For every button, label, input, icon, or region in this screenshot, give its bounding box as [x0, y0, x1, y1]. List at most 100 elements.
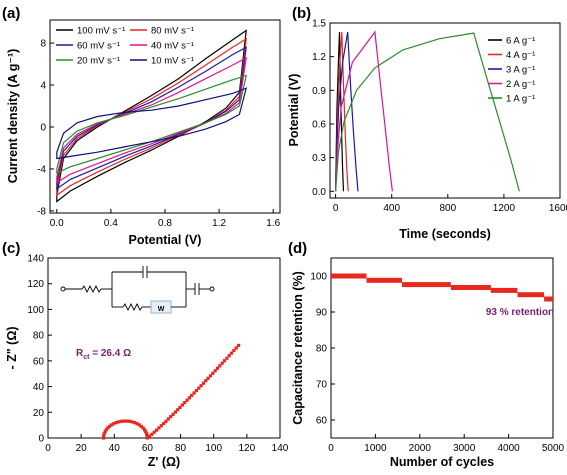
- eis-point: [102, 432, 106, 436]
- eis-point: [229, 351, 234, 355]
- retention-segment-1: [366, 277, 402, 283]
- panel-c-ytick-label: 40: [33, 382, 45, 393]
- eis-point: [194, 389, 198, 393]
- eis-point: [190, 393, 194, 397]
- panel-d-xtick-label: 4000: [497, 443, 520, 454]
- eis-point: [155, 428, 159, 432]
- panel-d-ytick-label: 80: [316, 344, 328, 355]
- eis-point: [135, 422, 139, 426]
- panel-b-ytick-label: 0.6: [312, 119, 326, 130]
- panel-d-ticks: 0 1000 2000 3000 4000 5000 60 70 80 90 100: [310, 272, 564, 455]
- eis-point: [166, 417, 170, 421]
- eis-point: [187, 396, 191, 400]
- retention-segment-5: [517, 292, 545, 298]
- eis-point: [117, 420, 121, 424]
- eis-point: [122, 419, 126, 423]
- legend-label: 6 A g⁻¹: [506, 36, 535, 47]
- gcd-curve-series-3: [335, 30, 393, 192]
- panel-d-ytick-label: 60: [316, 416, 328, 427]
- eis-point: [211, 371, 215, 375]
- eis-point: [171, 412, 175, 416]
- eis-point: [112, 422, 116, 426]
- eis-point: [197, 386, 201, 390]
- panel-b-xlabel: Time (seconds): [399, 227, 490, 241]
- panel-d-xtick-label: 3000: [453, 443, 476, 454]
- eis-point: [173, 410, 177, 414]
- eis-point: [145, 436, 149, 440]
- eis-point: [220, 361, 224, 365]
- eis-point: [150, 432, 154, 436]
- panel-d-xtick-label: 1000: [364, 443, 387, 454]
- panel-c-ytick-label: 100: [27, 305, 44, 316]
- eis-point: [183, 401, 187, 405]
- panel-c-xtick-label: 20: [76, 443, 88, 454]
- eis-point: [180, 403, 184, 407]
- eis-point: [206, 376, 210, 380]
- eis-point: [143, 428, 147, 432]
- panel-a-xtick-label: 0.0: [50, 218, 64, 229]
- eis-point: [157, 426, 161, 430]
- resistor-rs: [81, 284, 102, 294]
- eis-point: [133, 421, 137, 425]
- legend-label: 3 A g⁻¹: [506, 65, 535, 76]
- panel-c-xtick-label: 140: [272, 443, 289, 454]
- eis-point: [227, 354, 231, 358]
- panel-d-xtick-label: 5000: [542, 443, 565, 454]
- legend-label: 10 mV s⁻¹: [151, 56, 194, 67]
- panel-d-points: [331, 273, 553, 302]
- gcd-curve-series-4: [335, 32, 520, 192]
- retention-segment-4: [490, 287, 518, 293]
- panel-a-ytick-label: 8: [40, 39, 46, 50]
- eis-point: [119, 419, 123, 423]
- panel-d-xlabel: Number of cycles: [390, 455, 494, 469]
- panel-a-ylabel: Current density (A g⁻¹): [6, 49, 20, 184]
- eis-point: [201, 381, 206, 385]
- panel-c-points: [101, 343, 241, 440]
- legend-label: 4 A g⁻¹: [506, 50, 535, 61]
- eis-point: [218, 364, 222, 368]
- panel-a-ytick-label: -4: [37, 164, 46, 175]
- panel-d-xtick-label: 2000: [409, 443, 432, 454]
- eis-point: [125, 419, 129, 423]
- eis-point: [178, 405, 182, 409]
- eis-point: [104, 428, 108, 432]
- eis-point: [232, 348, 236, 353]
- panel-c-xlabel: Z' (Ω): [148, 455, 180, 469]
- eis-point: [103, 430, 107, 434]
- eis-point: [152, 430, 156, 434]
- panel-c-frame: [47, 257, 281, 439]
- eis-point: [237, 343, 241, 347]
- panel-b-xtick-label: 0: [333, 203, 339, 214]
- panel-a-xlabel: Potential (V): [129, 233, 202, 247]
- panel-b-curves: [335, 30, 520, 192]
- panel-b-label: (b): [292, 5, 311, 22]
- panel-b-frame: [329, 22, 561, 199]
- eis-point: [139, 424, 143, 428]
- eis-point: [148, 434, 152, 438]
- panel-a-ticks: 0.0 0.4 0.8 1.2 1.6 -8 -4 0 4 8: [37, 39, 281, 229]
- panel-c-ytick-label: 120: [27, 279, 44, 290]
- panel-a-curves: [56, 29, 248, 203]
- panel-c-ticks: 0 20 40 60 80 100 120 140 0 20 40 60 80 100 120 140: [27, 254, 288, 455]
- legend-label: 80 mV s⁻¹: [151, 26, 194, 37]
- panel-c-label: (c): [2, 240, 20, 257]
- panel-d-ytick-label: 90: [316, 308, 328, 319]
- panel-c-ytick-label: 80: [33, 331, 45, 342]
- legend-label: 1 A g⁻¹: [506, 94, 535, 105]
- eis-point: [185, 398, 189, 402]
- panel-d-ylabel: Capacitance retention (%): [291, 271, 305, 425]
- eis-point: [106, 426, 110, 430]
- eis-point: [137, 423, 141, 427]
- panel-a-xtick-label: 1.2: [212, 218, 226, 229]
- panel-b-legend: 6 A g⁻¹ 4 A g⁻¹ 3 A g⁻¹ 2 A g⁻¹ 1 A g⁻¹: [488, 36, 535, 105]
- panel-a-cv: (a) 0.0 0.4 0.8 1.2 1.6 -8 -4 0 4 8 100 mV s⁻¹ 80 …: [2, 5, 281, 247]
- panel-c-eis: (c) 0 20 40 60 80 100 120 140 0 20 40 60 80 100 120 140: [2, 240, 289, 469]
- eis-point: [234, 346, 238, 350]
- panel-b-ylabel: Potential (V): [287, 74, 301, 147]
- cv-loop-series-3: [56, 56, 247, 184]
- panel-a-xtick-label: 1.6: [266, 218, 280, 229]
- warburg-label: W: [158, 306, 165, 313]
- legend-label: 20 mV s⁻¹: [77, 56, 120, 67]
